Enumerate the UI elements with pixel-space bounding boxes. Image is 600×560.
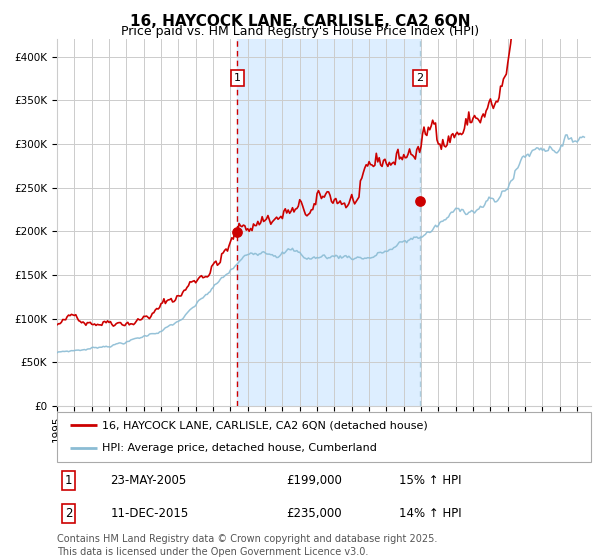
FancyBboxPatch shape bbox=[57, 412, 591, 462]
Text: 16, HAYCOCK LANE, CARLISLE, CA2 6QN: 16, HAYCOCK LANE, CARLISLE, CA2 6QN bbox=[130, 14, 470, 29]
Text: 2: 2 bbox=[65, 507, 73, 520]
Text: 15% ↑ HPI: 15% ↑ HPI bbox=[399, 474, 461, 487]
Text: £199,000: £199,000 bbox=[287, 474, 343, 487]
Text: 1: 1 bbox=[65, 474, 73, 487]
Text: 14% ↑ HPI: 14% ↑ HPI bbox=[399, 507, 461, 520]
Text: 11-DEC-2015: 11-DEC-2015 bbox=[110, 507, 188, 520]
Text: 16, HAYCOCK LANE, CARLISLE, CA2 6QN (detached house): 16, HAYCOCK LANE, CARLISLE, CA2 6QN (det… bbox=[103, 420, 428, 430]
Text: 1: 1 bbox=[233, 73, 241, 83]
Text: 23-MAY-2005: 23-MAY-2005 bbox=[110, 474, 187, 487]
Text: Price paid vs. HM Land Registry's House Price Index (HPI): Price paid vs. HM Land Registry's House … bbox=[121, 25, 479, 38]
Point bbox=[415, 197, 425, 206]
Bar bbox=[237, 39, 420, 406]
Text: 2: 2 bbox=[416, 73, 424, 83]
Text: Contains HM Land Registry data © Crown copyright and database right 2025.
This d: Contains HM Land Registry data © Crown c… bbox=[57, 534, 437, 557]
Point bbox=[232, 228, 242, 237]
Text: HPI: Average price, detached house, Cumberland: HPI: Average price, detached house, Cumb… bbox=[103, 444, 377, 454]
Text: £235,000: £235,000 bbox=[287, 507, 342, 520]
